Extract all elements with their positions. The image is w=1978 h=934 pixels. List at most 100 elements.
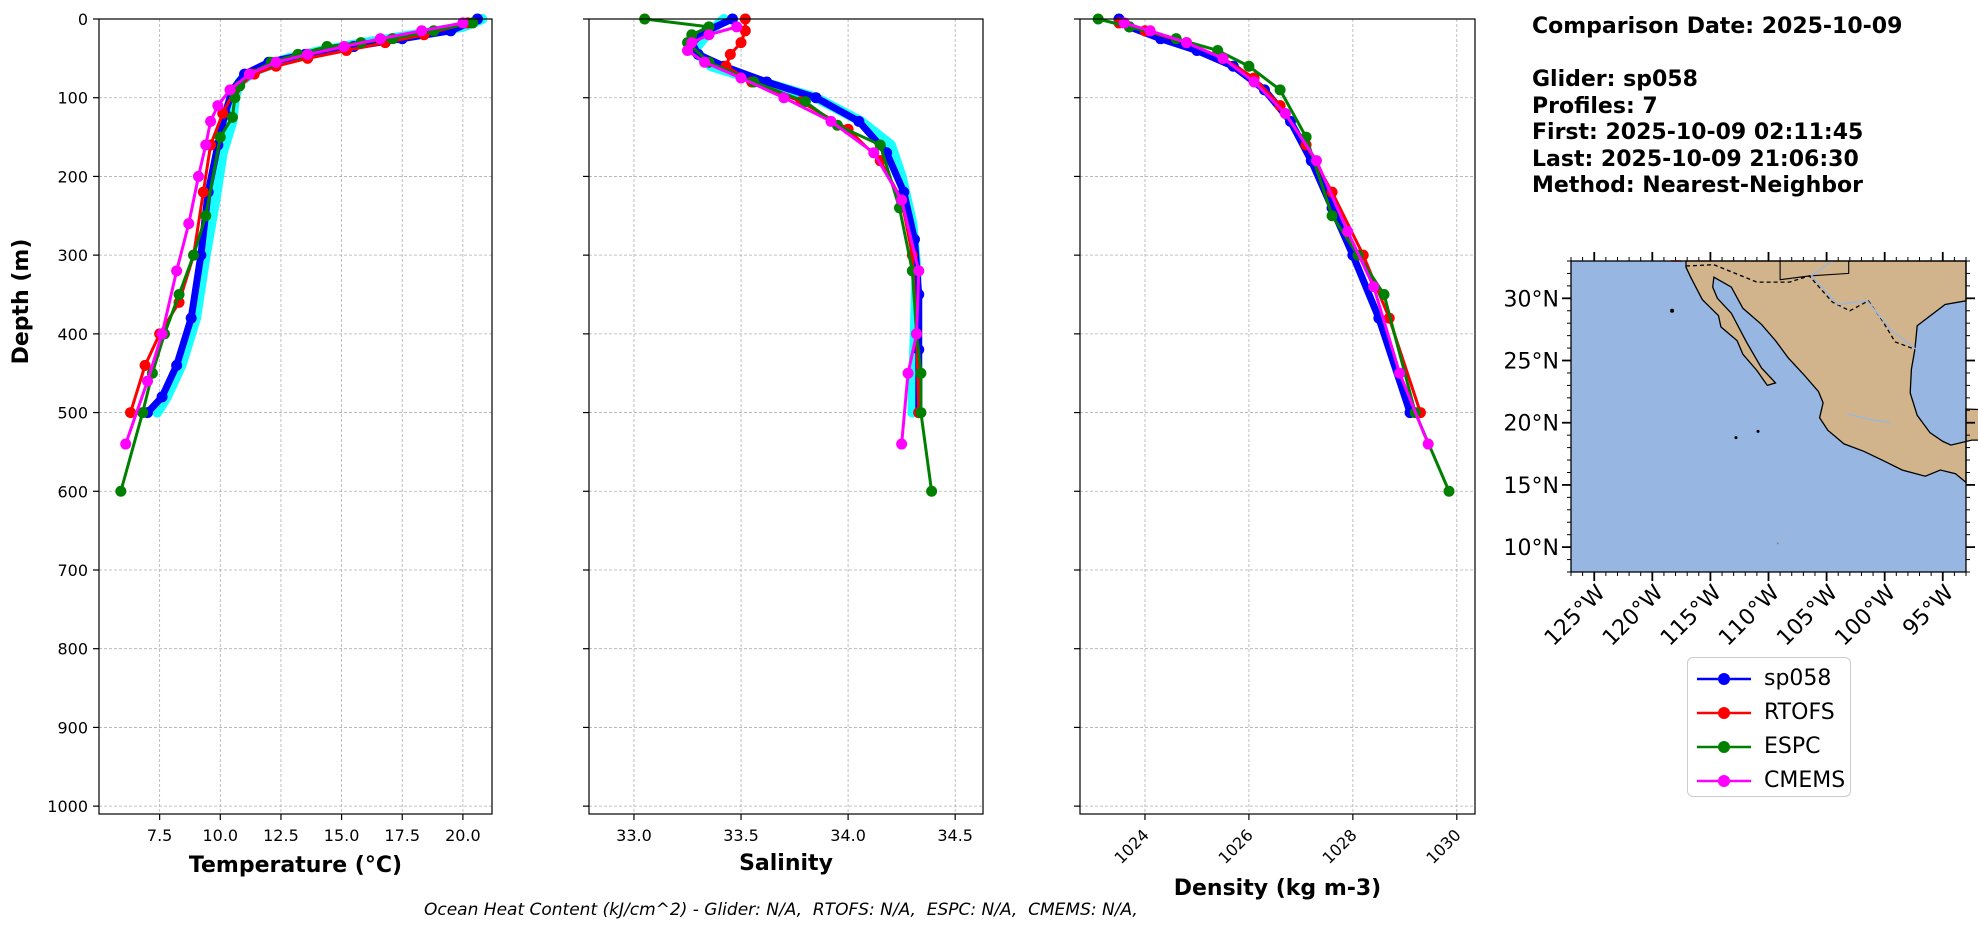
data-point-CMEMS (457, 17, 469, 29)
y-tick-label: 900 (57, 718, 88, 737)
lat-tick-label: 25°N (1504, 350, 1559, 375)
data-point-ESPC (915, 367, 927, 379)
data-point-RTOFS (139, 359, 151, 371)
data-point-ESPC (926, 485, 938, 497)
data-point-sp058 (810, 92, 822, 104)
x-tick-label: 10.0 (202, 826, 238, 845)
data-point-CMEMS (896, 194, 908, 206)
data-point-ESPC (874, 139, 886, 151)
data-point-CMEMS (171, 265, 183, 277)
data-point-ESPC (1274, 84, 1286, 96)
data-point-CMEMS (192, 170, 204, 182)
y-tick-label: 600 (57, 482, 88, 501)
y-tick-label: 0 (78, 10, 88, 29)
series-line-sp058 (688, 15, 923, 417)
x-tick-label: 33.0 (616, 826, 652, 845)
lon-tick-label: 110°W (1714, 580, 1785, 651)
data-point-CMEMS (200, 139, 212, 151)
river (1847, 413, 1891, 424)
data-point-CMEMS (1144, 25, 1156, 37)
data-point-CMEMS (1248, 76, 1260, 88)
river (1810, 260, 1917, 350)
data-point-CMEMS (735, 72, 747, 84)
x-tick-label: 12.5 (263, 826, 299, 845)
y-tick-label: 400 (57, 325, 88, 344)
first-time: First: 2025-10-09 02:11:45 (1532, 120, 1864, 145)
data-point-RTOFS (217, 107, 229, 119)
x-axis-label: Salinity (739, 851, 833, 876)
comparison-date: Comparison Date: 2025-10-09 (1532, 14, 1903, 39)
data-point-CMEMS (270, 56, 282, 68)
data-point-ESPC (1443, 485, 1455, 497)
data-point-CMEMS (1394, 367, 1406, 379)
x-tick-label: 34.0 (830, 826, 866, 845)
data-point-CMEMS (825, 115, 837, 127)
y-tick-label: 1000 (47, 797, 88, 816)
data-point-CMEMS (1310, 155, 1322, 167)
series-line-sp058 (144, 15, 481, 417)
x-tick-label: 33.5 (723, 826, 759, 845)
data-point-ESPC (467, 17, 479, 29)
legend-label: CMEMS (1764, 768, 1846, 793)
data-point-CMEMS (778, 92, 790, 104)
data-point-CMEMS (913, 265, 925, 277)
lat-tick-label: 30°N (1504, 287, 1559, 312)
axes-frame (1079, 18, 1476, 815)
x-tick-label: 20.0 (445, 826, 481, 845)
data-point-CMEMS (1217, 52, 1229, 64)
salinity-axes: 33.0 33.5 34.0 34.5 Salinity (583, 13, 984, 876)
data-point-CMEMS (868, 147, 880, 159)
data-point-CMEMS (703, 29, 715, 41)
lat-tick-label: 10°N (1504, 536, 1559, 561)
island (1756, 429, 1760, 433)
data-point-sp058 (853, 115, 865, 127)
legend-item-sp058: sp058 (1694, 664, 1844, 694)
x-tick-label: 1024 (1111, 825, 1153, 867)
data-point-CMEMS (1342, 226, 1354, 238)
data-point-ESPC (226, 111, 238, 123)
legend-label: ESPC (1764, 734, 1821, 759)
region-map: 30°N 25°N 20°N 15°N 10°N 125°W120°W115°W110°W… (1504, 252, 1978, 651)
data-point-RTOFS (724, 48, 736, 60)
data-point-CMEMS (224, 84, 236, 96)
x-tick-label: 1026 (1215, 825, 1257, 867)
data-point-CMEMS (911, 328, 923, 340)
data-point-CMEMS (120, 438, 132, 450)
data-point-ESPC (115, 485, 127, 497)
density-axes: 1024 1026 1028 1030 Density (kg m-3) (1074, 13, 1476, 901)
data-point-CMEMS (142, 375, 154, 387)
island (1776, 542, 1779, 545)
data-point-ESPC (1212, 44, 1224, 56)
data-point-CMEMS (731, 21, 743, 33)
data-point-ESPC (1243, 60, 1255, 72)
data-point-CMEMS (302, 48, 314, 60)
state-border (1779, 261, 1850, 281)
border-line (1685, 264, 1916, 350)
y-tick-label: 200 (57, 167, 88, 186)
y-tick-label: 500 (57, 404, 88, 423)
data-point-CMEMS (416, 25, 428, 37)
lon-tick-label: 100°W (1830, 580, 1901, 651)
data-point-ESPC (1326, 210, 1338, 222)
data-point-CMEMS (1422, 438, 1434, 450)
x-tick-label: 7.5 (147, 826, 172, 845)
x-axis-label: Density (kg m-3) (1174, 876, 1382, 901)
data-point-ESPC (799, 96, 811, 108)
x-tick-label: 17.5 (384, 826, 420, 845)
island (1734, 436, 1738, 440)
data-point-ESPC (703, 21, 715, 33)
data-point-ESPC (188, 249, 200, 261)
data-point-CMEMS (205, 115, 217, 127)
data-point-CMEMS (682, 44, 693, 56)
lon-tick-label: 115°W (1656, 580, 1727, 651)
data-point-ESPC (229, 92, 241, 104)
legend-item-cmems: CMEMS (1694, 766, 1846, 796)
data-point-RTOFS (197, 186, 209, 198)
land-mass (1685, 260, 1978, 484)
lon-tick-label: 95°W (1898, 580, 1959, 641)
data-point-RTOFS (735, 37, 747, 49)
legend-label: RTOFS (1764, 700, 1835, 725)
glider-name: Glider: sp058 (1532, 67, 1698, 92)
data-point-ESPC (173, 288, 185, 300)
